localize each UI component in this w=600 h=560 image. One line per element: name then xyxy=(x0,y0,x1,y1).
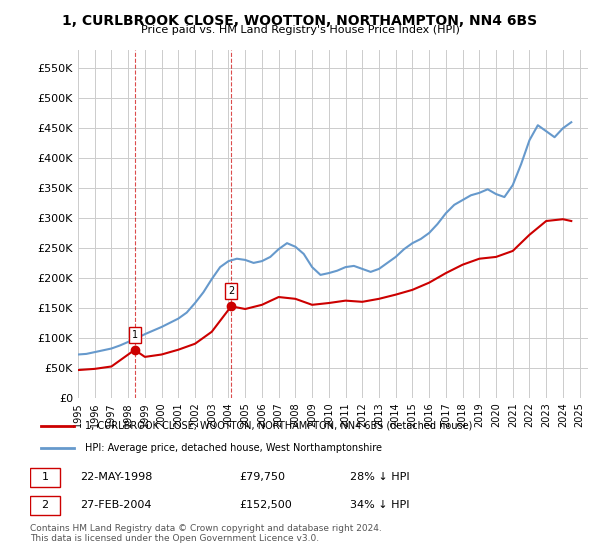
Text: HPI: Average price, detached house, West Northamptonshire: HPI: Average price, detached house, West… xyxy=(85,443,382,453)
FancyBboxPatch shape xyxy=(30,468,61,487)
Text: 1, CURLBROOK CLOSE, WOOTTON, NORTHAMPTON, NN4 6BS (detached house): 1, CURLBROOK CLOSE, WOOTTON, NORTHAMPTON… xyxy=(85,421,473,431)
Text: £152,500: £152,500 xyxy=(240,501,293,510)
Text: Price paid vs. HM Land Registry's House Price Index (HPI): Price paid vs. HM Land Registry's House … xyxy=(140,25,460,35)
Text: 22-MAY-1998: 22-MAY-1998 xyxy=(80,473,152,482)
Text: £79,750: £79,750 xyxy=(240,473,286,482)
Text: 34% ↓ HPI: 34% ↓ HPI xyxy=(350,501,410,510)
Text: 1, CURLBROOK CLOSE, WOOTTON, NORTHAMPTON, NN4 6BS: 1, CURLBROOK CLOSE, WOOTTON, NORTHAMPTON… xyxy=(62,14,538,28)
FancyBboxPatch shape xyxy=(30,496,61,515)
Text: 27-FEB-2004: 27-FEB-2004 xyxy=(80,501,151,510)
Text: 1: 1 xyxy=(41,473,49,482)
Text: 28% ↓ HPI: 28% ↓ HPI xyxy=(350,473,410,482)
Text: 2: 2 xyxy=(228,286,234,296)
Text: 2: 2 xyxy=(41,501,49,510)
Text: 1: 1 xyxy=(131,330,138,340)
Text: Contains HM Land Registry data © Crown copyright and database right 2024.
This d: Contains HM Land Registry data © Crown c… xyxy=(30,524,382,543)
